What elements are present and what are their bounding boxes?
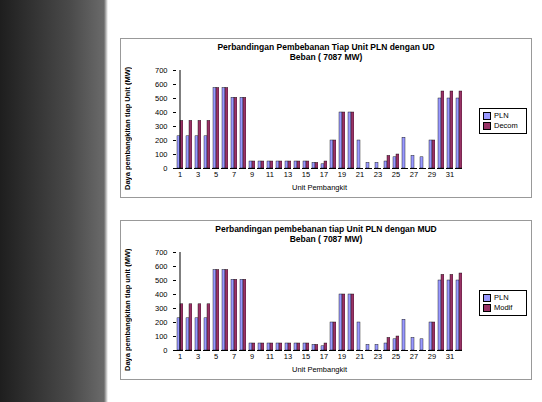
svg-text:21: 21: [356, 352, 364, 361]
svg-text:600: 600: [155, 80, 168, 89]
svg-text:21: 21: [356, 170, 364, 179]
svg-text:27: 27: [410, 170, 418, 179]
svg-text:600: 600: [155, 262, 168, 271]
svg-text:400: 400: [155, 290, 168, 299]
svg-text:25: 25: [392, 352, 400, 361]
svg-text:700: 700: [155, 248, 168, 257]
svg-text:700: 700: [155, 66, 168, 75]
html-text:Decom: Decom: [494, 121, 518, 130]
svg-text:23: 23: [374, 170, 382, 179]
svg-text:31: 31: [446, 352, 454, 361]
svg-text:29: 29: [428, 170, 436, 179]
html-text:Perbandingan pembebanan tiap U: Perbandingan pembebanan tiap Unit PLN de…: [215, 224, 437, 234]
svg-text:13: 13: [284, 352, 292, 361]
svg-text:3: 3: [196, 170, 200, 179]
svg-text:15: 15: [302, 352, 310, 361]
svg-text:100: 100: [155, 150, 168, 159]
svg-text:13: 13: [284, 170, 292, 179]
svg-text:7: 7: [232, 352, 236, 361]
svg-text:1: 1: [178, 170, 182, 179]
html-text:PLN: PLN: [494, 111, 509, 120]
svg-text:11: 11: [266, 352, 274, 361]
svg-text:9: 9: [250, 352, 254, 361]
svg-text:23: 23: [374, 352, 382, 361]
svg-text:7: 7: [232, 170, 236, 179]
svg-text:200: 200: [155, 318, 168, 327]
svg-text:200: 200: [155, 136, 168, 145]
svg-text:100: 100: [155, 332, 168, 341]
svg-text:0: 0: [163, 346, 167, 355]
html-text:Daya pembangkitan tiap Unit (M: Daya pembangkitan tiap Unit (MW): [123, 66, 132, 190]
svg-text:Unit Pembangkit: Unit Pembangkit: [292, 183, 348, 192]
svg-text:1: 1: [178, 352, 182, 361]
svg-text:31: 31: [446, 170, 454, 179]
html-text:Modif: Modif: [494, 303, 513, 312]
svg-text:300: 300: [155, 304, 168, 313]
html-text:Beban ( 7087 MW): Beban ( 7087 MW): [289, 234, 363, 244]
svg-text:5: 5: [214, 170, 218, 179]
svg-text:17: 17: [320, 170, 328, 179]
html-text:Daya pembangkitan tiap unit (M: Daya pembangkitan tiap unit (MW): [123, 248, 132, 372]
html-text:Beban ( 7087 MW): Beban ( 7087 MW): [289, 52, 363, 62]
svg-text:5: 5: [214, 352, 218, 361]
svg-text:500: 500: [155, 276, 168, 285]
svg-text:29: 29: [428, 352, 436, 361]
svg-text:9: 9: [250, 170, 254, 179]
svg-text:Unit Pembangkit: Unit Pembangkit: [292, 365, 348, 374]
svg-text:11: 11: [266, 170, 274, 179]
svg-text:400: 400: [155, 108, 168, 117]
svg-text:300: 300: [155, 122, 168, 131]
svg-text:15: 15: [302, 170, 310, 179]
svg-text:0: 0: [163, 164, 167, 173]
svg-text:27: 27: [410, 352, 418, 361]
html-text:Perbandingan Pembebanan Tiap U: Perbandingan Pembebanan Tiap Unit PLN de…: [217, 42, 435, 52]
html-text:PLN: PLN: [494, 293, 509, 302]
svg-text:19: 19: [338, 170, 346, 179]
svg-text:19: 19: [338, 352, 346, 361]
svg-text:3: 3: [196, 352, 200, 361]
svg-text:500: 500: [155, 94, 168, 103]
svg-text:25: 25: [392, 170, 400, 179]
svg-text:17: 17: [320, 352, 328, 361]
